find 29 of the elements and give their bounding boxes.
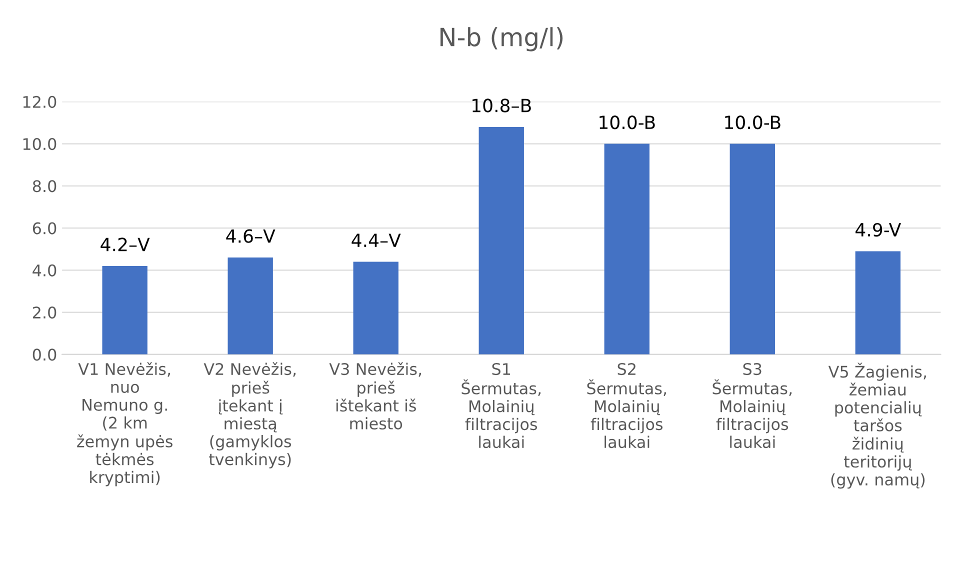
y-tick-label: 8.0	[32, 180, 56, 192]
bar	[228, 258, 273, 354]
x-tick-label: S1 Šermutas, Molainių filtracijos laukai	[462, 363, 541, 448]
bar	[604, 144, 650, 354]
bar	[478, 126, 524, 354]
data-label: 10.0-B	[600, 116, 655, 130]
x-tick-label: V2 Nevėžis, prieš įtekant į miestą (gamyklos tvenkinys)	[204, 362, 296, 468]
data-label: 4.6–V	[226, 229, 276, 243]
bar	[353, 262, 398, 354]
data-label: 4.2–V	[100, 238, 150, 252]
x-tick-label: V3 Nevėžis, prieš ištekant iš miesto	[329, 362, 422, 430]
chart-title: N-b (mg/l)	[440, 27, 563, 52]
y-tick-label: 6.0	[32, 222, 56, 234]
data-label: 4.4–V	[352, 234, 401, 247]
data-label: 10.8–B	[472, 98, 531, 112]
x-tick-label: S3 Šermutas, Molainių filtracijos laukai	[712, 363, 792, 448]
x-tick-label: V1 Nevėžis, nuo Nemuno g. (2 km žemyn upės tėkmės kryptimi)	[77, 362, 172, 486]
y-tick-label: 2.0	[32, 306, 56, 319]
bar	[102, 266, 148, 354]
y-tick-label: 12.0	[23, 96, 56, 108]
y-tick-label: 4.0	[32, 264, 56, 276]
data-label: 4.9-V	[856, 222, 902, 237]
bar	[730, 144, 775, 354]
bar	[855, 251, 901, 354]
data-label: 10.0-B	[725, 116, 780, 130]
x-tick-label: S2 Šermutas, Molainių filtracijos laukai	[587, 363, 666, 448]
y-tick-label: 10.0	[23, 138, 56, 150]
y-tick-label: 0.0	[32, 348, 56, 361]
x-tick-label: V5 Žagienis, žemiau potencialių taršos židinių teritorijų (gyv. namų)	[828, 362, 926, 489]
